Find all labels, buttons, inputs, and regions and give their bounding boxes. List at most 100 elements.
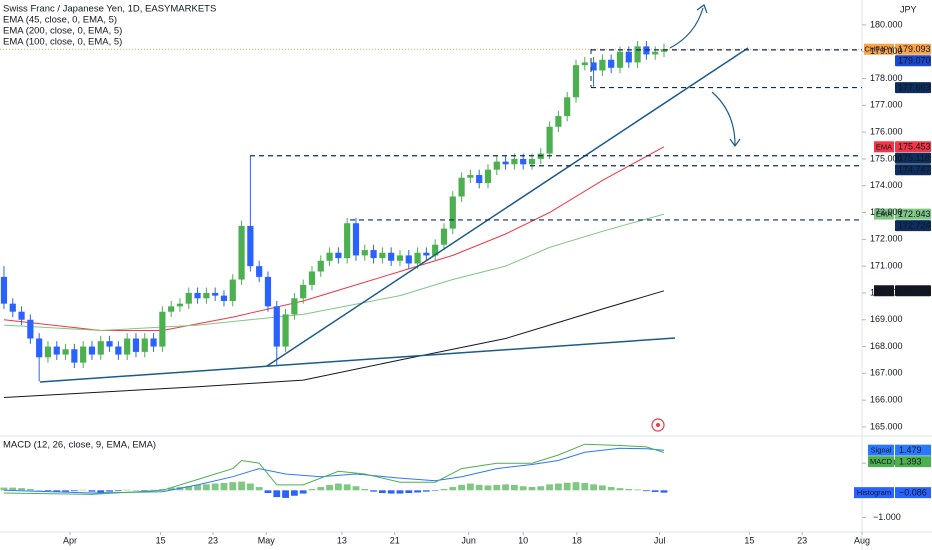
candle-body <box>194 292 201 299</box>
histogram-bar <box>299 490 307 494</box>
macd-badge <box>895 444 931 456</box>
y-tick-label: 171.000 <box>870 261 903 271</box>
candle-body <box>132 338 140 352</box>
macd-title: MACD (12, 26, close, 9, EMA, EMA) <box>3 440 156 451</box>
candle-body <box>308 271 316 285</box>
histogram-bar <box>352 486 360 491</box>
candle-body <box>361 250 368 256</box>
histogram-bar <box>167 487 175 491</box>
histogram-bar <box>185 486 193 491</box>
histogram-bar <box>554 483 562 491</box>
histogram-bar <box>211 483 219 491</box>
candle-body <box>388 252 395 261</box>
histogram-bar <box>546 484 553 491</box>
candle-body <box>62 349 69 355</box>
macd-badge-name-box <box>854 487 894 499</box>
candle-body <box>634 46 641 63</box>
badge-name-box <box>874 208 894 220</box>
histogram-bar <box>44 490 52 492</box>
histogram-bar <box>510 484 518 491</box>
ema-line <box>3 213 665 332</box>
histogram-bar <box>53 490 61 492</box>
candle-body <box>80 346 87 363</box>
x-tick-label: 18 <box>572 535 582 545</box>
price-badge-label: 175.453 <box>898 142 931 152</box>
macd-badge-name-box <box>868 456 894 468</box>
badge-name-box <box>864 43 894 55</box>
x-tick-label: Jul <box>654 535 666 545</box>
y-tick-label: 168.000 <box>870 341 903 351</box>
histogram-bar <box>519 486 527 491</box>
candle-body <box>88 346 96 355</box>
candle-body <box>652 51 659 55</box>
y-tick-label: 170.000 <box>870 287 903 297</box>
candle-body <box>520 158 527 165</box>
histogram-bar <box>642 490 650 492</box>
candle-body <box>502 161 509 165</box>
candle-body <box>458 177 465 197</box>
candle-body <box>185 292 192 304</box>
histogram-bar <box>317 487 325 491</box>
histogram-bar <box>88 490 96 492</box>
x-tick-label: 13 <box>337 535 347 545</box>
histogram-bar <box>26 488 34 491</box>
candle-body <box>141 338 148 352</box>
candle-body <box>150 338 157 347</box>
candle-body <box>247 225 254 267</box>
histogram-bar <box>62 490 69 492</box>
histogram-bar <box>528 487 536 491</box>
candle-body <box>291 298 298 315</box>
candle-body <box>300 284 307 299</box>
candle-body <box>317 260 324 272</box>
candle-body <box>581 62 588 66</box>
histogram-bar <box>493 484 501 491</box>
candle-body <box>71 349 78 363</box>
candle-body <box>168 306 175 312</box>
legend-entry: EMA (200, close, 0, EMA, 5) <box>3 26 122 37</box>
candle-body <box>476 175 483 184</box>
histogram-bar <box>132 490 140 491</box>
macd-badge-label: 1.393 <box>899 457 922 467</box>
candle-body <box>106 341 113 347</box>
chart-title: Swiss Franc / Japanese Yen, 1D, EASYMARK… <box>3 4 216 15</box>
y-tick-label: 165.000 <box>870 421 903 431</box>
x-tick-label: 23 <box>797 535 807 545</box>
histogram-bar <box>449 487 457 491</box>
arrow-head <box>696 4 708 14</box>
y-tick-label: 175.000 <box>870 153 903 163</box>
candle-body <box>616 51 624 68</box>
histogram-bar <box>475 484 483 491</box>
macd-badge <box>895 487 931 499</box>
histogram-bar <box>422 490 430 492</box>
histogram-bar <box>370 490 377 492</box>
macd-line <box>3 447 665 494</box>
candle-body <box>115 346 122 355</box>
histogram-bar <box>431 490 439 491</box>
histogram-bar <box>607 487 615 491</box>
candle-body <box>546 126 553 154</box>
legend-entry: EMA (45, close, 0, EMA, 5) <box>3 15 117 26</box>
candle-body <box>423 252 430 256</box>
price-badge-label: 172.943 <box>898 209 931 219</box>
price-badge <box>895 285 931 297</box>
histogram-bar <box>79 489 87 491</box>
price-badge-label: 179.093 <box>898 44 931 54</box>
histogram-bar <box>598 485 606 491</box>
histogram-bar <box>229 482 237 491</box>
histogram-bar <box>616 488 624 491</box>
price-badge <box>895 152 931 164</box>
price-badge-label: 175.118 <box>898 153 930 163</box>
histogram-bar <box>123 489 131 491</box>
histogram-bar <box>150 489 157 491</box>
histogram-bar <box>634 489 641 491</box>
candle-body <box>335 252 342 259</box>
price-badge <box>895 141 931 153</box>
currency: JPY <box>900 4 917 14</box>
histogram-bar <box>273 490 281 498</box>
histogram-bar <box>590 484 597 491</box>
candle-body <box>9 303 16 312</box>
event-icon[interactable] <box>651 418 665 432</box>
price-badge-label: 172.724 <box>898 220 931 230</box>
histogram-bar <box>141 490 149 492</box>
